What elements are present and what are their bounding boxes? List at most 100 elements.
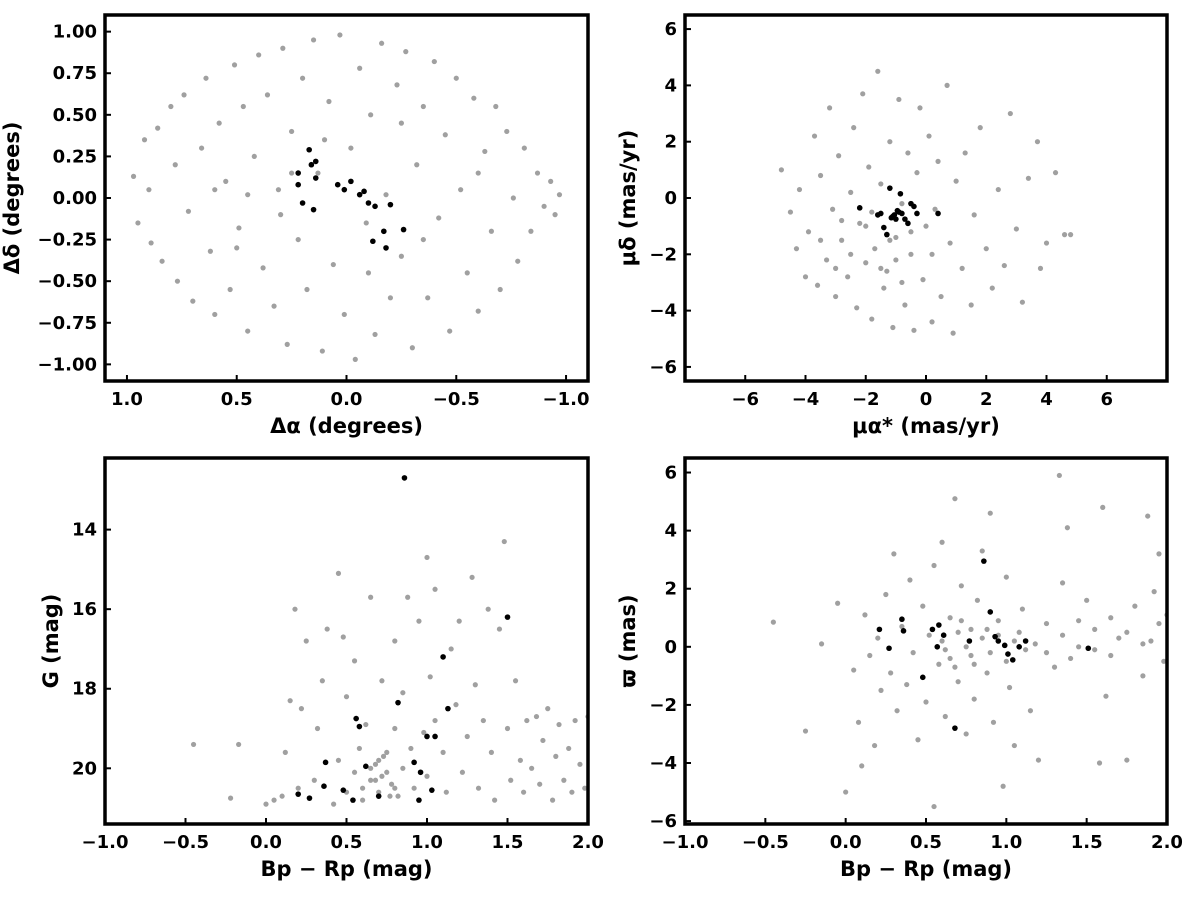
color-magnitude-x-tick-label: 1.0: [411, 832, 443, 853]
sky-position-field-point: [174, 278, 181, 284]
color-parallax-field-point: [926, 632, 932, 638]
color-magnitude-field-point: [298, 706, 305, 712]
sky-position-panel: 1.0 0.5 0.0 −0.5 −1.0 1.00 0.75 0.50 0.25 0.00 −0.…: [0, 13, 590, 438]
color-magnitude-field-point: [363, 721, 369, 728]
sky-position-field-point: [264, 92, 271, 98]
proper-motion-x-tick-label: −4: [792, 389, 820, 410]
proper-motion-members-point: [911, 203, 917, 210]
color-parallax-field-point: [1103, 693, 1109, 699]
color-parallax-field-point: [968, 652, 974, 659]
color-magnitude-field-point: [388, 781, 395, 787]
proper-motion-field-point: [932, 206, 938, 212]
proper-motion-field-point: [935, 158, 941, 164]
color-magnitude-members-point: [363, 763, 369, 770]
color-parallax-field-point: [835, 600, 841, 606]
sky-position-field-point: [337, 32, 343, 38]
sky-position-field-point: [534, 170, 541, 176]
proper-motion-field-point: [1034, 139, 1041, 145]
sky-position-field-point: [212, 187, 218, 193]
proper-motion-x-tick-label: 0: [920, 389, 933, 410]
color-magnitude-field-point: [395, 793, 401, 799]
sky-position-field-point: [278, 212, 284, 218]
color-parallax-field-point: [952, 664, 958, 670]
sky-position-field-point: [284, 341, 290, 347]
color-magnitude-members-point: [340, 787, 347, 793]
color-magnitude-members-point: [350, 797, 356, 803]
color-parallax-members-point: [940, 632, 947, 638]
color-magnitude-field-point: [356, 745, 362, 752]
sky-position-field-point: [289, 128, 295, 135]
color-magnitude-field-point: [392, 785, 398, 791]
color-parallax-field-point: [947, 615, 953, 621]
proper-motion-members-point: [893, 216, 899, 222]
color-magnitude-field-point: [475, 785, 482, 791]
color-magnitude-field-point: [440, 749, 446, 755]
color-parallax-y-tick-label: −2: [649, 695, 677, 716]
proper-motion-field-point: [1001, 262, 1007, 269]
color-parallax-field-point: [1108, 615, 1114, 621]
color-parallax-members-point: [966, 638, 973, 644]
color-parallax-field-point: [955, 629, 961, 635]
color-parallax-field-point: [1043, 650, 1050, 656]
sky-position-field-point: [181, 92, 187, 98]
color-parallax-field-point: [1092, 647, 1098, 653]
color-parallax-x-tick-label: −1.0: [662, 832, 709, 853]
color-magnitude-x-tick-label: 0.0: [250, 832, 282, 853]
color-parallax-field-point: [1043, 620, 1050, 627]
proper-motion-field-point: [857, 220, 863, 226]
color-parallax-field-point: [947, 655, 953, 662]
proper-motion-members-point: [894, 207, 901, 214]
proper-motion-field-point: [793, 246, 800, 252]
sky-position-members-point: [348, 178, 354, 185]
proper-motion-field-point: [893, 257, 899, 263]
sky-position-field-point: [234, 245, 240, 251]
color-magnitude-members-point: [432, 733, 438, 740]
sky-position-field-point: [458, 187, 464, 193]
sky-position-members-point: [308, 161, 315, 168]
sky-position-field-point: [420, 236, 426, 243]
sky-position-members-point: [299, 200, 306, 206]
sky-position-field-point: [207, 248, 213, 254]
color-magnitude-field-point: [432, 717, 438, 724]
color-magnitude-field-point: [295, 785, 301, 791]
proper-motion-field-point: [878, 181, 884, 187]
sky-position-field-point: [352, 356, 358, 362]
color-magnitude-field-point: [504, 725, 511, 732]
proper-motion-field-point: [805, 229, 812, 235]
proper-motion-field-point: [851, 125, 857, 131]
color-parallax-field-point: [1011, 638, 1017, 644]
proper-motion-field-point: [899, 201, 905, 207]
proper-motion-field-point: [896, 96, 902, 103]
color-parallax-field-point: [942, 713, 948, 720]
proper-motion-panel: −6 −4 −2 0 2 4 6 6 4 2 0 −2 −4 −6 μα* (mas/yr) μδ (ma…: [616, 13, 1169, 438]
color-parallax-field-point: [971, 661, 977, 667]
sky-position-y-tick-label: −0.25: [38, 230, 98, 251]
sky-position-field-point: [319, 348, 325, 354]
sky-position-field-point: [409, 345, 415, 351]
proper-motion-field-point: [1037, 265, 1044, 271]
sky-position-ticks: 1.0 0.5 0.0 −0.5 −1.0 1.00 0.75 0.50 0.25 0.00 −0.…: [38, 22, 590, 410]
sky-position-field-point: [482, 148, 488, 155]
color-magnitude-field-point: [340, 634, 346, 640]
color-magnitude-field-point: [405, 594, 411, 600]
color-magnitude-field-point: [351, 658, 358, 664]
color-parallax-y-tick-label: −4: [649, 753, 677, 774]
color-magnitude-members-point: [321, 783, 327, 790]
color-magnitude-members-point: [395, 699, 401, 706]
proper-motion-field-point: [1019, 299, 1025, 305]
sky-position-field-point: [348, 145, 354, 151]
sky-position-field-point: [245, 192, 251, 198]
sky-position-members-point: [341, 186, 348, 193]
color-magnitude-field-point: [360, 785, 366, 791]
proper-motion-members-point: [914, 210, 920, 217]
sky-position-members-point: [372, 203, 378, 210]
proper-motion-field-point: [860, 91, 866, 97]
color-magnitude-members-point: [306, 795, 313, 801]
proper-motion-field-point: [1013, 226, 1019, 232]
color-parallax-field-point: [939, 539, 945, 545]
color-magnitude-field-point: [549, 797, 556, 803]
color-magnitude-field-point: [537, 781, 543, 787]
sky-position-y-tick-label: −0.75: [38, 313, 98, 334]
proper-motion-field-point: [811, 133, 818, 139]
proper-motion-field-point: [926, 133, 932, 139]
